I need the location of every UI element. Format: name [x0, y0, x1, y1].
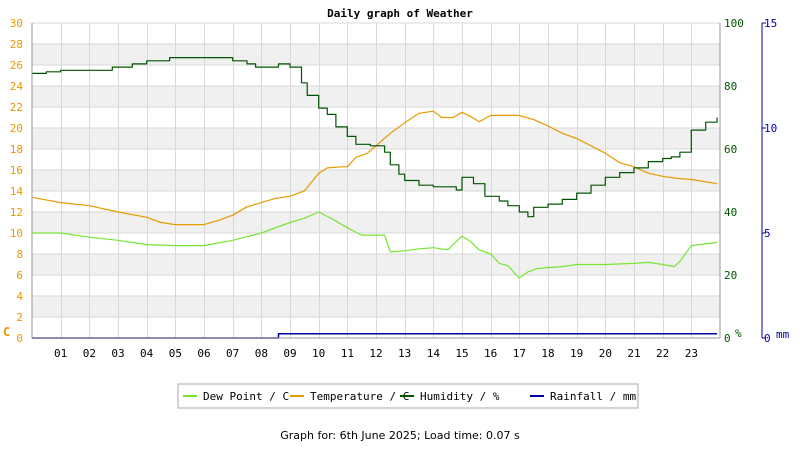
x-tick-label: 05 [169, 347, 182, 360]
legend: Dew Point / C Temperature / C Humidity / %… [177, 383, 639, 409]
x-tick-label: 03 [111, 347, 124, 360]
x-tick-label: 04 [140, 347, 154, 360]
left-tick-label: 20 [10, 122, 23, 135]
x-tick-label: 09 [283, 347, 296, 360]
x-tick-label: 11 [341, 347, 354, 360]
left-tick-label: 12 [10, 206, 23, 219]
left-tick-label: 6 [16, 269, 23, 282]
legend-label: Dew Point / C [203, 390, 289, 403]
series-line-3 [32, 57, 718, 218]
left-tick-label: 16 [10, 164, 23, 177]
x-tick-label: 17 [513, 347, 526, 360]
left-tick-label: 2 [16, 311, 23, 324]
humidity-tick-label: 0 [724, 332, 731, 345]
legend-label: Humidity / % [420, 390, 500, 403]
humidity-tick-label: 20 [724, 269, 737, 282]
chart-title: Daily graph of Weather [327, 7, 473, 20]
x-tick-label: 14 [427, 347, 441, 360]
series-line-4 [32, 333, 718, 339]
rainfall-tick-label: 10 [764, 122, 777, 135]
rainfall-unit-label: mm [776, 328, 790, 341]
x-tick-label: 21 [627, 347, 640, 360]
left-tick-label: 28 [10, 38, 23, 51]
left-tick-label: 30 [10, 17, 23, 30]
x-tick-label: 06 [197, 347, 210, 360]
left-tick-label: 24 [10, 80, 24, 93]
rainfall-tick-label: 15 [764, 17, 777, 30]
humidity-tick-label: 60 [724, 143, 737, 156]
humidity-tick-label: 40 [724, 206, 737, 219]
x-tick-label: 08 [255, 347, 268, 360]
series-line-2 [31, 110, 718, 226]
x-tick-label: 19 [570, 347, 583, 360]
x-tick-label: 20 [599, 347, 612, 360]
x-tick-label: 02 [83, 347, 96, 360]
left-tick-label: 0 [16, 332, 23, 345]
series-line-1 [32, 211, 718, 279]
x-tick-label: 07 [226, 347, 239, 360]
x-tick-label: 01 [54, 347, 67, 360]
x-tick-label: 10 [312, 347, 325, 360]
left-tick-label: 8 [16, 248, 23, 261]
left-tick-label: 22 [10, 101, 23, 114]
x-tick-label: 13 [398, 347, 411, 360]
rainfall-tick-label: 0 [764, 332, 771, 345]
x-tick-label: 23 [685, 347, 698, 360]
legend-label: Temperature / C [310, 390, 409, 403]
left-tick-label: 14 [10, 185, 24, 198]
humidity-unit-label: % [735, 327, 742, 340]
rainfall-tick-label: 5 [764, 227, 771, 240]
left-tick-label: 26 [10, 59, 23, 72]
humidity-tick-label: 100 [724, 17, 744, 30]
x-tick-label: 12 [369, 347, 382, 360]
left-tick-label: 4 [16, 290, 23, 303]
x-tick-label: 18 [541, 347, 554, 360]
x-tick-label: 22 [656, 347, 669, 360]
footer-status: Graph for: 6th June 2025; Load time: 0.0… [280, 429, 520, 442]
legend-label: Rainfall / mm [550, 390, 636, 403]
humidity-tick-label: 80 [724, 80, 737, 93]
left-unit-label: C [3, 325, 10, 339]
left-tick-label: 18 [10, 143, 23, 156]
axes [31, 23, 763, 339]
left-tick-label: 10 [10, 227, 23, 240]
x-tick-label: 16 [484, 347, 497, 360]
x-tick-label: 15 [455, 347, 468, 360]
